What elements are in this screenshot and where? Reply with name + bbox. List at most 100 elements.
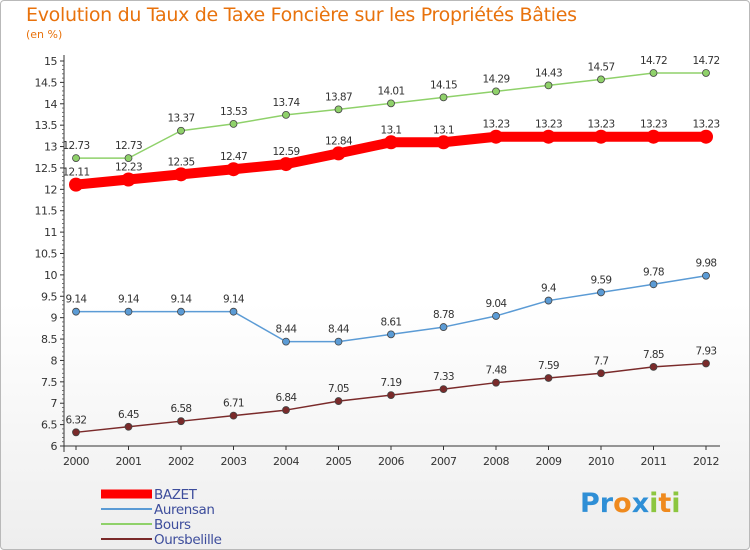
- y-tick-label: 13: [44, 141, 57, 154]
- data-label-bazet: 12.84: [325, 135, 353, 147]
- data-point-oursbelille: [544, 374, 553, 382]
- data-label-oursbelille: 6.84: [276, 392, 298, 404]
- series-layer: [69, 69, 713, 437]
- data-label-oursbelille: 7.33: [433, 371, 454, 383]
- data-point-bazet: [594, 129, 608, 144]
- data-label-bazet: 12.35: [167, 156, 194, 168]
- data-point-bours: [124, 154, 133, 163]
- data-point-bours: [334, 105, 343, 114]
- axes: 6 6.5 7 7.5 8 8.5 9 9.5 10 10.5 11 11.5 12 12.5 13 13.5…: [35, 55, 720, 468]
- data-label-bours: 14.72: [640, 55, 667, 67]
- legend-label-aurensan: Aurensan: [154, 502, 215, 518]
- data-label-bazet: 13.23: [587, 119, 614, 131]
- data-point-oursbelille: [439, 385, 448, 394]
- data-point-bazet: [489, 129, 503, 144]
- data-label-bazet: 12.11: [62, 167, 89, 179]
- data-label-bours: 13.37: [167, 113, 194, 125]
- y-tick-label: 6.5: [41, 419, 57, 432]
- data-label-aurensan: 9.14: [118, 294, 140, 306]
- data-point-oursbelille: [649, 362, 658, 371]
- data-point-aurensan: [544, 296, 553, 305]
- data-point-bours: [229, 119, 238, 128]
- data-label-bours: 13.74: [272, 97, 300, 109]
- logo-letter: P: [580, 488, 600, 519]
- y-tick-label: 14.5: [35, 76, 58, 89]
- logo-letter: o: [613, 488, 632, 519]
- y-tick-label: 9.5: [41, 290, 57, 303]
- x-tick-label: 2009: [536, 455, 562, 468]
- logo-letter: x: [631, 488, 650, 519]
- data-label-aurensan: 8.44: [276, 324, 298, 336]
- data-label-bazet: 12.47: [220, 151, 247, 163]
- x-tick-label: 2002: [168, 455, 194, 468]
- y-tick-label: 11.5: [35, 205, 58, 218]
- y-tick-label: 10.5: [35, 248, 58, 261]
- data-point-aurensan: [282, 337, 290, 346]
- data-label-oursbelille: 7.59: [538, 360, 559, 372]
- data-point-bours: [597, 75, 605, 84]
- x-tick-label: 2012: [693, 455, 719, 468]
- logo-letter: i: [649, 488, 659, 519]
- data-point-bazet: [646, 129, 661, 144]
- data-point-aurensan: [597, 288, 605, 297]
- data-label-bazet: 13.23: [640, 119, 667, 131]
- data-label-bours: 14.01: [377, 85, 404, 97]
- data-point-aurensan: [229, 307, 238, 316]
- data-label-aurensan: 9.14: [66, 294, 88, 306]
- y-tick-label: 10: [44, 269, 57, 282]
- data-label-bazet: 12.59: [272, 146, 299, 158]
- data-label-bazet: 13.23: [535, 119, 562, 131]
- data-label-aurensan: 8.61: [381, 316, 402, 328]
- x-tick-label: 2006: [378, 455, 404, 468]
- y-tick-label: 12.5: [35, 162, 58, 175]
- data-point-bazet: [541, 129, 556, 144]
- data-label-aurensan: 9.4: [541, 283, 557, 295]
- data-point-oursbelille: [124, 422, 133, 431]
- x-tick-label: 2011: [641, 455, 667, 468]
- data-point-bours: [177, 126, 185, 135]
- x-tick-label: 2007: [431, 455, 457, 468]
- data-point-oursbelille: [282, 406, 290, 414]
- x-tick-label: 2010: [588, 455, 614, 468]
- data-label-bours: 13.87: [325, 91, 352, 103]
- logo-letter: r: [599, 488, 614, 519]
- data-point-bazet: [436, 135, 451, 150]
- data-point-bazet: [226, 162, 241, 177]
- x-tick-label: 2004: [273, 455, 299, 468]
- data-point-bours: [387, 99, 395, 108]
- data-point-bours: [649, 69, 658, 77]
- data-label-aurensan: 9.14: [223, 294, 245, 306]
- data-point-bours: [544, 81, 553, 90]
- data-label-bazet: 13.1: [433, 124, 454, 136]
- legend-label-oursbelille: Oursbelille: [154, 532, 222, 548]
- data-labels-layer: 6.32 6.45 6.58 6.71 6.84 7.05 7.19 7.33 7.48 7.59…: [62, 55, 720, 426]
- data-point-aurensan: [492, 312, 500, 320]
- data-label-bazet: 12.23: [115, 161, 142, 173]
- data-point-bazet: [174, 167, 188, 182]
- data-point-oursbelille: [177, 417, 185, 426]
- data-point-aurensan: [177, 307, 185, 316]
- y-tick-label: 8: [51, 354, 58, 367]
- data-label-aurensan: 9.59: [591, 274, 612, 286]
- data-point-aurensan: [334, 337, 343, 346]
- x-tick-label: 2008: [483, 455, 509, 468]
- x-tick-label: 2001: [116, 455, 142, 468]
- data-point-bazet: [384, 135, 398, 150]
- data-label-bours: 14.72: [692, 55, 719, 67]
- proxiti-logo: Proxiti: [580, 488, 681, 519]
- y-tick-label: 12: [44, 183, 57, 196]
- data-point-aurensan: [124, 307, 133, 316]
- data-label-oursbelille: 7.05: [328, 383, 349, 395]
- data-label-bours: 14.29: [482, 73, 509, 85]
- data-point-bours: [282, 111, 290, 119]
- data-label-bazet: 13.23: [482, 119, 509, 131]
- data-point-bours: [492, 87, 500, 96]
- legend-label-bours: Bours: [154, 517, 191, 533]
- data-label-oursbelille: 6.58: [171, 403, 192, 415]
- y-tick-label: 8.5: [41, 333, 57, 346]
- data-point-bazet: [331, 146, 346, 161]
- data-label-bours: 14.15: [430, 79, 457, 91]
- data-label-aurensan: 8.78: [433, 309, 454, 321]
- data-label-aurensan: 9.98: [696, 258, 717, 270]
